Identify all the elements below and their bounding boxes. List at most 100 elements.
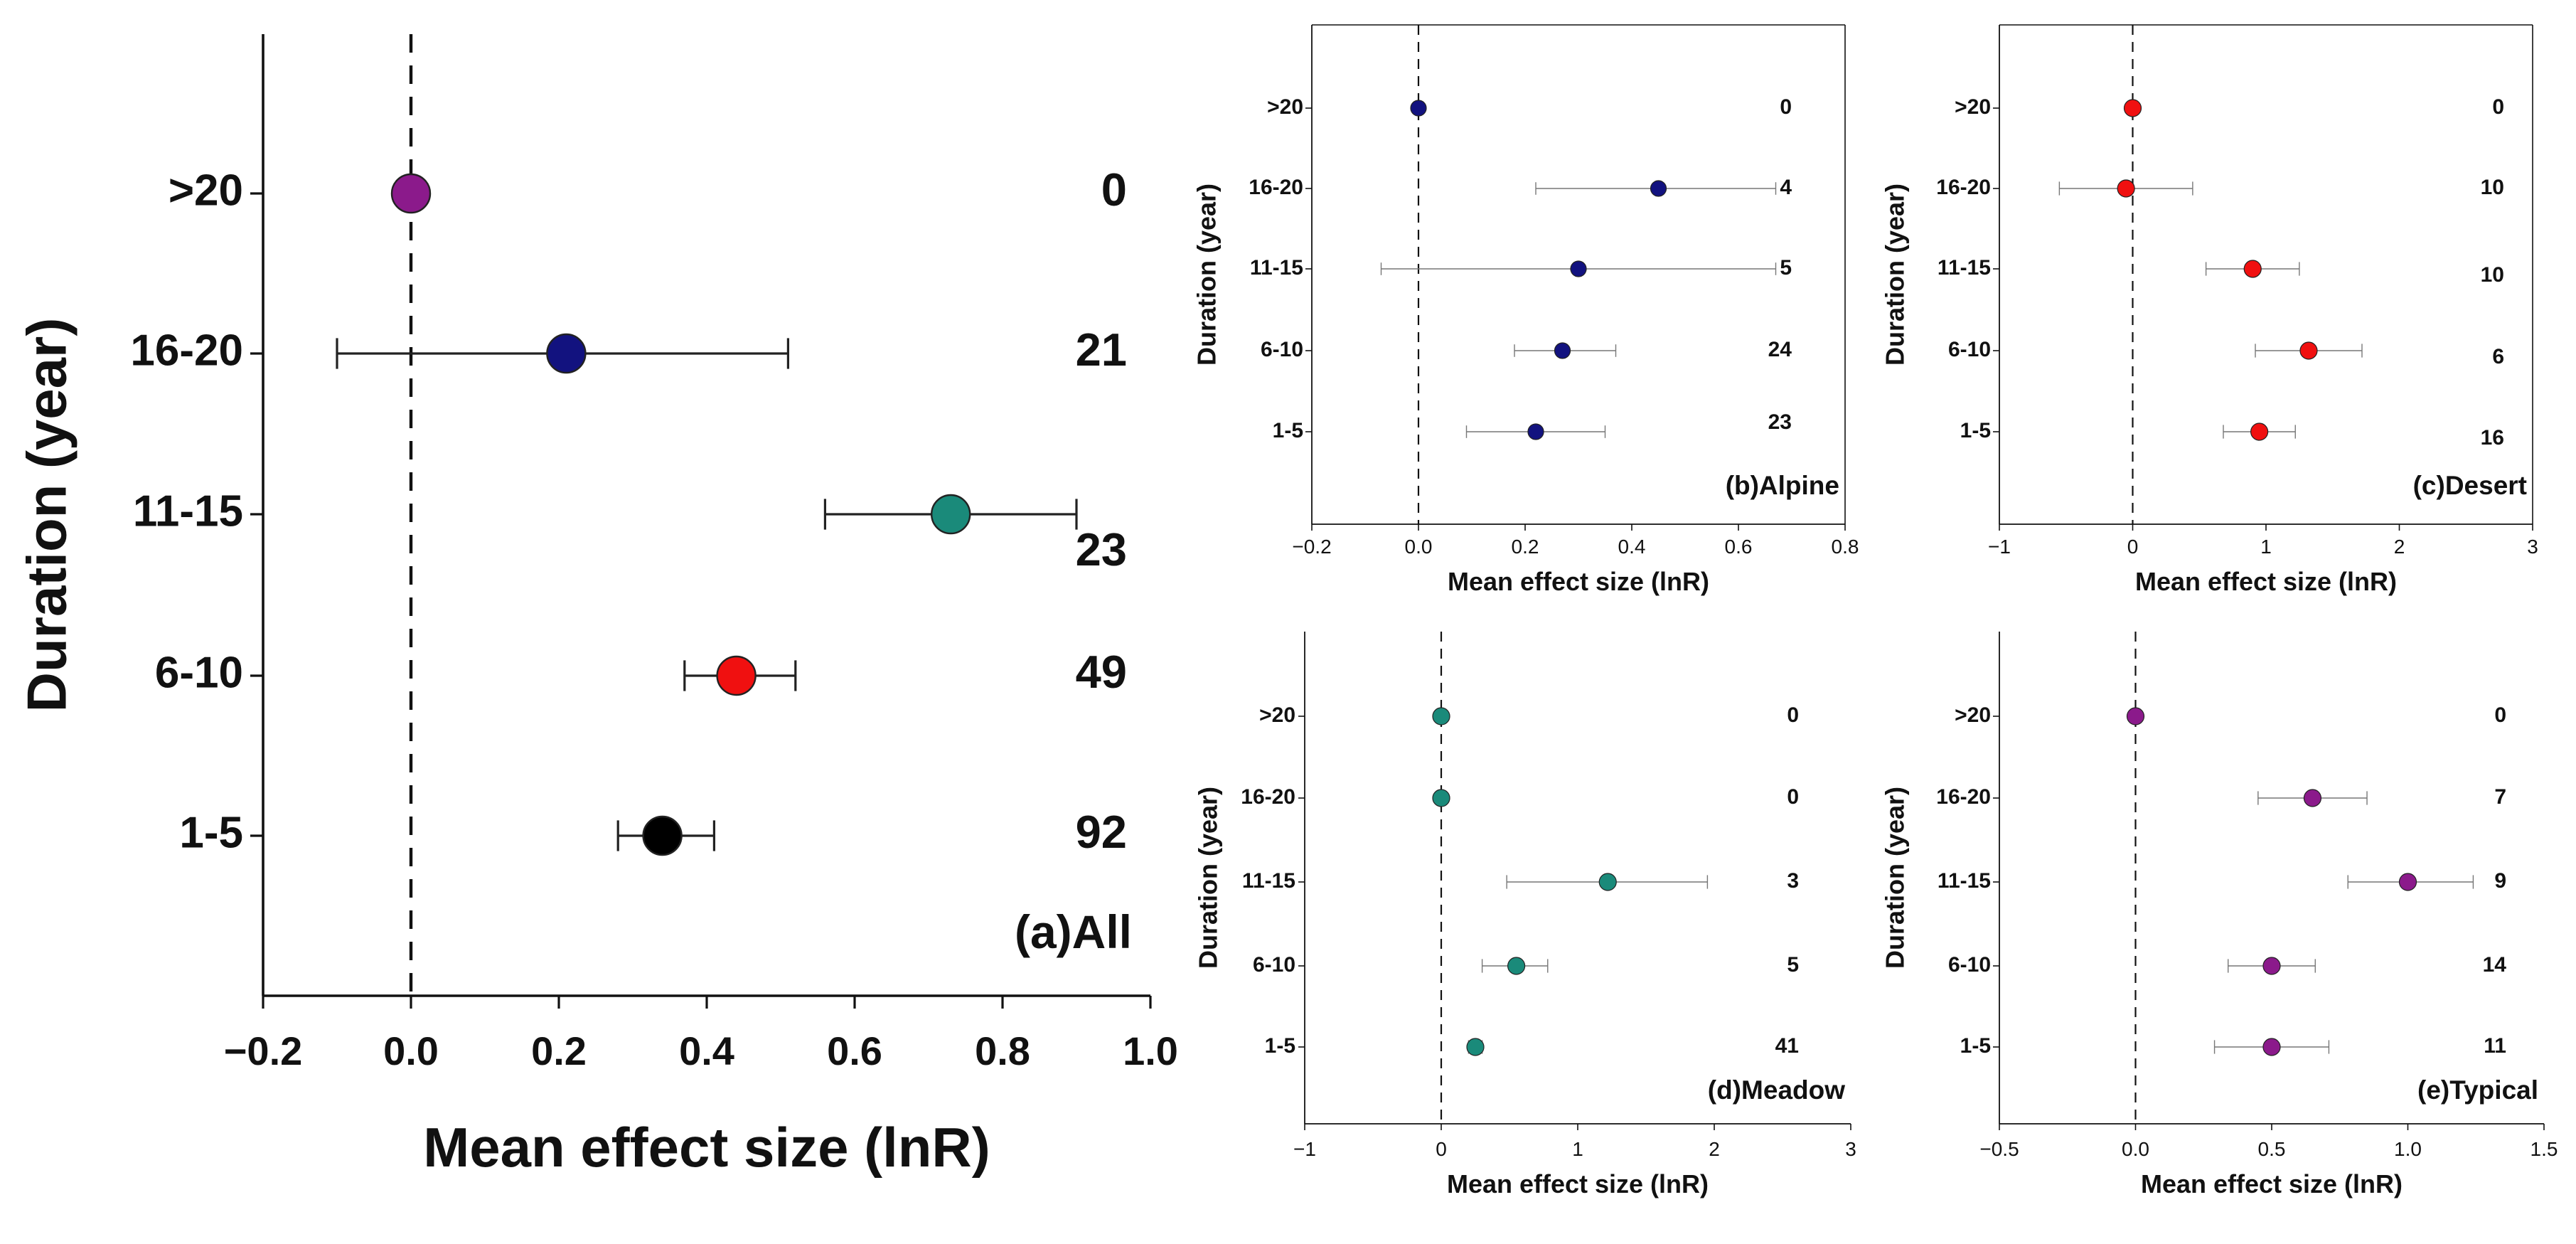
sample-size-label: 6: [2492, 345, 2504, 368]
y-tick-label: 16-20: [130, 326, 243, 375]
mean-point: [930, 494, 971, 535]
mean-point: [2117, 179, 2135, 198]
mean-point: [2303, 789, 2322, 807]
x-tick-label: −1: [1988, 536, 2011, 558]
x-tick-label: 0.0: [2122, 1138, 2149, 1160]
x-tick-label: 0.8: [975, 1028, 1030, 1073]
mean-point: [1598, 873, 1617, 891]
sample-size-label: 5: [1787, 953, 1799, 977]
mean-point: [716, 655, 757, 696]
x-tick-label: 0.8: [1832, 536, 1859, 558]
y-tick-label: 11-15: [1938, 869, 1991, 893]
sample-size-label: 0: [1780, 95, 1792, 119]
y-tick-label: 6-10: [1261, 338, 1303, 361]
x-tick-label: 2: [1709, 1138, 1720, 1160]
y-axis-label: Duration (year): [1881, 787, 1910, 969]
x-tick-label: −1: [1293, 1138, 1316, 1160]
x-tick-label: 0.6: [827, 1028, 882, 1073]
y-tick-label: 16-20: [1241, 785, 1295, 809]
x-tick-label: 1.0: [1123, 1028, 1178, 1073]
mean-point: [2262, 1038, 2281, 1056]
panel-label: (c)Desert: [2413, 471, 2527, 500]
panel-label: (e)Typical: [2417, 1075, 2538, 1105]
y-tick-label: 1-5: [1265, 1034, 1295, 1058]
x-tick-label: 3: [1845, 1138, 1856, 1160]
sample-size-label: 24: [1768, 338, 1792, 361]
x-tick-label: 0.4: [1618, 536, 1646, 558]
mean-point: [1432, 789, 1450, 807]
sample-size-label: 49: [1076, 646, 1127, 698]
y-tick-label: 16-20: [1936, 176, 1991, 199]
y-axis-label: Duration (year): [1192, 184, 1222, 366]
sample-size-label: 3: [1787, 869, 1799, 893]
x-axis-label: Mean effect size (lnR): [2135, 567, 2397, 596]
y-tick-label: 1-5: [1960, 1034, 1991, 1058]
sample-size-label: 92: [1076, 806, 1127, 858]
y-tick-label: 11-15: [1250, 256, 1303, 280]
x-tick-label: 0.6: [1725, 536, 1753, 558]
y-tick-label: 11-15: [133, 487, 243, 536]
mean-point: [642, 815, 683, 856]
panel-0: −0.2 0.0 0.2 0.4 0.6 0.8 1.0 Mean effect size (…: [16, 34, 1178, 1179]
panel-label: (b)Alpine: [1726, 471, 1839, 500]
mean-point: [1527, 423, 1544, 440]
x-tick-label: 1: [2260, 536, 2272, 558]
y-tick-label: 6-10: [1253, 953, 1295, 977]
panel-2: −1 0 1 2 3 Mean effect size (lnR) Duration (ye…: [1881, 24, 2538, 596]
sample-size-label: 16: [2481, 426, 2504, 450]
y-tick-label: 6-10: [155, 648, 243, 697]
sample-size-label: 10: [2481, 176, 2504, 199]
y-tick-label: 6-10: [1948, 953, 1991, 977]
mean-point: [1507, 957, 1526, 975]
y-axis-label: Duration (year): [16, 318, 78, 713]
sample-size-label: 10: [2481, 263, 2504, 287]
mean-point: [1554, 342, 1571, 359]
mean-point: [1650, 180, 1667, 197]
x-tick-label: 2: [2394, 536, 2405, 558]
x-tick-label: 0.2: [1512, 536, 1539, 558]
x-tick-label: 0.0: [1405, 536, 1433, 558]
mean-point: [1570, 260, 1587, 277]
mean-point: [2243, 260, 2262, 278]
mean-point: [546, 333, 587, 374]
mean-point: [2262, 957, 2281, 975]
sample-size-label: 0: [1787, 785, 1799, 809]
sample-size-label: 0: [1101, 164, 1127, 216]
mean-point: [2123, 99, 2142, 117]
x-axis-label: Mean effect size (lnR): [1448, 567, 1709, 596]
panel-1: −0.2 0.0 0.2 0.4 0.6 0.8 Mean effect size (lnR…: [1192, 24, 1859, 596]
y-tick-label: 11-15: [1242, 869, 1295, 893]
mean-point: [1466, 1038, 1485, 1056]
y-tick-label: 6-10: [1948, 338, 1991, 361]
y-tick-label: >20: [1259, 703, 1295, 727]
sample-size-label: 23: [1768, 410, 1792, 434]
y-tick-label: 16-20: [1936, 785, 1991, 809]
sample-size-label: 23: [1076, 523, 1127, 575]
x-axis-label: Mean effect size (lnR): [1447, 1169, 1709, 1198]
sample-size-label: 0: [2494, 703, 2506, 727]
sample-size-label: 14: [2483, 953, 2507, 977]
x-tick-label: 0.0: [383, 1028, 439, 1073]
x-tick-label: 0.4: [679, 1028, 734, 1073]
y-tick-label: 1-5: [1273, 419, 1303, 442]
panel-label: (a)All: [1015, 905, 1132, 958]
mean-point: [2299, 341, 2318, 360]
sample-size-label: 0: [2492, 95, 2504, 119]
y-tick-label: 11-15: [1938, 256, 1991, 280]
x-tick-label: 1.0: [2394, 1138, 2422, 1160]
sample-size-label: 41: [1775, 1034, 1799, 1058]
y-tick-label: 1-5: [1960, 419, 1991, 442]
panel-label: (d)Meadow: [1708, 1075, 1845, 1105]
x-tick-label: 1: [1572, 1138, 1583, 1160]
y-tick-label: >20: [1267, 95, 1303, 119]
x-tick-label: 0: [1436, 1138, 1447, 1160]
x-tick-label: 0.5: [2258, 1138, 2286, 1160]
y-tick-label: >20: [169, 166, 243, 215]
y-axis-label: Duration (year): [1194, 787, 1223, 969]
sample-size-label: 5: [1780, 256, 1792, 280]
mean-point: [2398, 873, 2417, 891]
panel-3: −1 0 1 2 3 Mean effect size (lnR) Duration (ye…: [1194, 632, 1856, 1198]
y-tick-label: >20: [1955, 95, 1991, 119]
sample-size-label: 0: [1787, 703, 1799, 727]
